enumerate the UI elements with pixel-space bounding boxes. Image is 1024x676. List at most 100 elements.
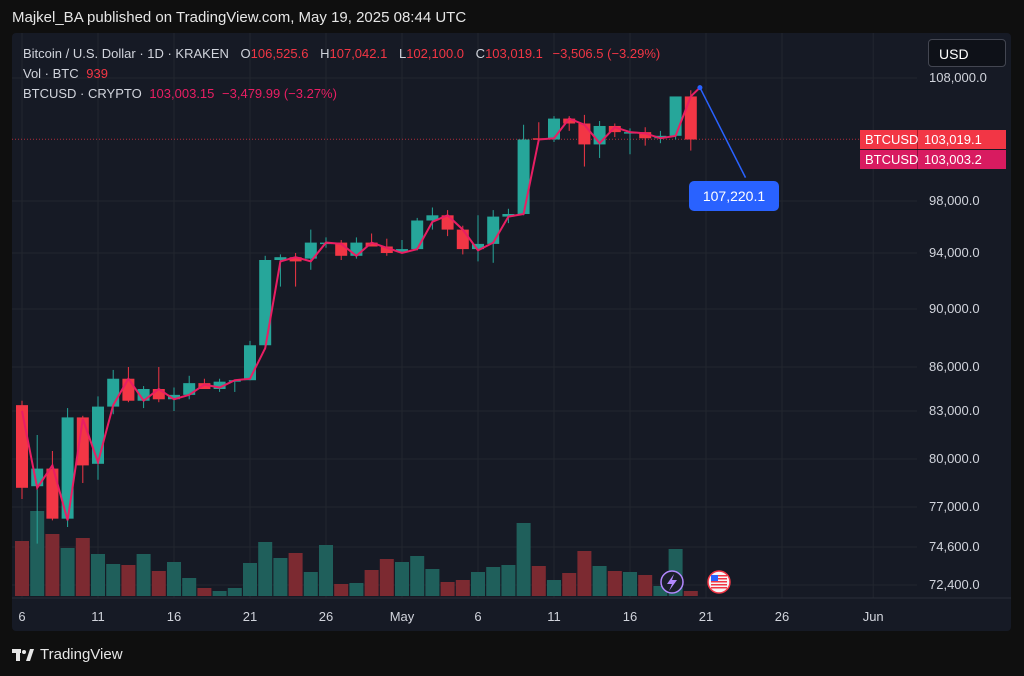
volume-bar — [486, 567, 501, 596]
price-axis: 108,000.0 98,000.0 94,000.0 90,000.0 86,000.… — [929, 70, 987, 592]
price-tag-last-value: 103,019.1 — [918, 130, 1006, 149]
volume-bar — [167, 562, 181, 596]
legend-change: −3,506.5 (−3.29%) — [552, 46, 661, 61]
volume-bar — [683, 591, 698, 596]
legend-symbol: Bitcoin / U.S. Dollar · 1D · KRAKEN — [23, 46, 229, 61]
volume-bar — [425, 569, 440, 596]
price-tick-label: 98,000.0 — [929, 193, 980, 208]
candle-body — [578, 123, 591, 145]
chart-frame[interactable]: 108,000.0 98,000.0 94,000.0 90,000.0 86,000.… — [12, 33, 1011, 631]
grid-lines — [12, 33, 1011, 599]
legend-compare-value: 103,003.15 — [149, 86, 215, 101]
price-tick-label: 83,000.0 — [929, 403, 980, 418]
legend-row-ohlc: Bitcoin / U.S. Dollar · 1D · KRAKEN O106… — [23, 44, 660, 64]
legend-close-label: C — [475, 46, 486, 61]
candle-body — [61, 417, 74, 519]
candle-body — [259, 260, 272, 346]
candle-body — [365, 242, 378, 247]
price-tick-label: 80,000.0 — [929, 451, 980, 466]
tradingview-brand[interactable]: TradingView — [12, 646, 123, 663]
currency-button[interactable]: USD — [928, 39, 1006, 67]
volume-bar — [91, 554, 105, 596]
candle-body — [380, 246, 393, 253]
price-tag-compare-name: BTCUSD — [860, 150, 918, 169]
chart-legend: Bitcoin / U.S. Dollar · 1D · KRAKEN O106… — [23, 44, 660, 104]
candle-body — [548, 118, 560, 140]
volume-bar — [623, 572, 637, 596]
volume-bar — [319, 545, 333, 596]
candle-body — [213, 381, 226, 389]
tradingview-logo-icon — [12, 648, 34, 661]
volume-bar — [273, 558, 288, 596]
price-tick-label: 72,400.0 — [929, 577, 980, 592]
time-tick-label: Jun — [863, 609, 884, 624]
volume-bar — [151, 571, 166, 596]
time-tick-label: 16 — [167, 609, 181, 624]
volume-bar — [379, 559, 394, 596]
legend-row-volume: Vol · BTC 939 — [23, 64, 660, 84]
volume-bar — [121, 565, 136, 596]
price-tag-compare-value: 103,003.2 — [918, 150, 1006, 169]
volume-bar — [638, 575, 653, 596]
price-tick-label: 108,000.0 — [929, 70, 987, 85]
volume-bar — [75, 538, 90, 596]
candle-body — [107, 378, 120, 407]
candle-body — [502, 214, 515, 217]
volume-bar — [531, 566, 546, 596]
publisher-line: Majkel_BA published on TradingView.com, … — [12, 9, 467, 26]
candle-body — [168, 394, 180, 400]
volume-bar — [258, 542, 273, 596]
volume-bar — [60, 548, 75, 596]
legend-low-value: 102,100.0 — [406, 46, 465, 61]
candle-body — [563, 118, 576, 124]
legend-close-value: 103,019.1 — [485, 46, 543, 61]
candle-body — [517, 139, 530, 214]
legend-high-value: 107,042.1 — [329, 46, 388, 61]
volume-bar — [471, 572, 485, 596]
legend-low-label: L — [398, 46, 407, 61]
candle-body — [198, 383, 211, 389]
time-tick-label: 21 — [699, 609, 713, 624]
price-tick-label: 90,000.0 — [929, 301, 980, 316]
volume-bar — [562, 573, 577, 596]
volume-bar — [212, 591, 227, 596]
candle-body — [472, 243, 484, 250]
volume-bar — [197, 588, 212, 596]
legend-compare-label: BTCUSD · CRYPTO — [23, 86, 142, 101]
time-tick-label: 6 — [18, 609, 25, 624]
candle-body — [304, 242, 317, 259]
legend-open-value: 106,525.6 — [250, 46, 309, 61]
legend-compare-change: −3,479.99 (−3.27%) — [222, 86, 337, 101]
volume-bar — [30, 511, 45, 596]
candle-body — [396, 249, 408, 252]
target-line — [699, 87, 747, 178]
target-anchor-point — [697, 85, 703, 91]
price-tick-label: 74,600.0 — [929, 539, 980, 554]
volume-bar — [45, 534, 60, 596]
volume-bar — [607, 571, 622, 596]
volume-bar — [136, 554, 151, 596]
candle-body — [152, 389, 165, 400]
volume-bar — [395, 562, 409, 596]
candle-body — [244, 345, 256, 381]
candle-body — [46, 468, 59, 519]
us-flag-event-icon[interactable] — [707, 570, 731, 594]
legend-high-label: H — [320, 46, 330, 61]
price-tick-label: 94,000.0 — [929, 245, 980, 260]
price-tag-compare: BTCUSD 103,003.2 — [860, 150, 1006, 169]
lightning-event-icon[interactable] — [660, 570, 684, 594]
brand-name: TradingView — [40, 646, 123, 663]
candle-body — [183, 383, 196, 395]
compare-series-line — [21, 86, 701, 521]
volume-bar — [516, 523, 531, 596]
candle-body — [426, 215, 439, 221]
price-chart[interactable]: 108,000.0 98,000.0 94,000.0 90,000.0 86,000.… — [12, 33, 1011, 631]
candle-body — [411, 220, 424, 250]
candle-body — [289, 257, 302, 262]
volume-bar — [227, 588, 242, 596]
volume-bar — [592, 566, 607, 596]
volume-bar — [106, 564, 121, 596]
target-price-label[interactable]: 107,220.1 — [689, 181, 779, 211]
volume-bar — [653, 586, 668, 596]
volume-bar — [243, 563, 257, 596]
